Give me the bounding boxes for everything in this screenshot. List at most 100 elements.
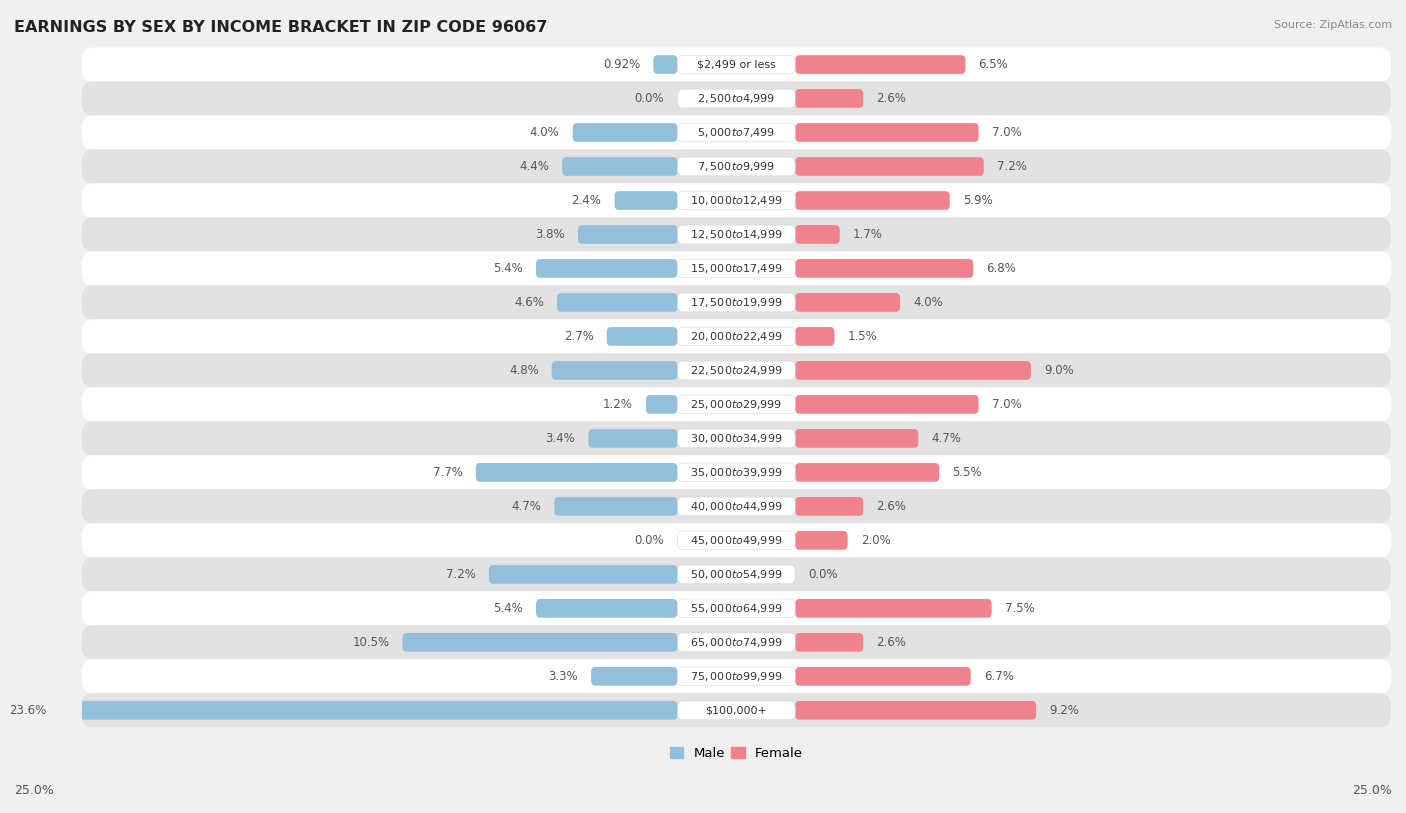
Text: 25.0%: 25.0% xyxy=(14,784,53,797)
FancyBboxPatch shape xyxy=(678,497,796,515)
FancyBboxPatch shape xyxy=(796,89,863,108)
Text: 7.2%: 7.2% xyxy=(446,567,475,580)
FancyBboxPatch shape xyxy=(796,599,991,618)
FancyBboxPatch shape xyxy=(678,429,796,448)
FancyBboxPatch shape xyxy=(572,123,678,141)
Text: 4.6%: 4.6% xyxy=(515,296,544,309)
Text: $55,000 to $64,999: $55,000 to $64,999 xyxy=(690,602,783,615)
Text: 7.5%: 7.5% xyxy=(1005,602,1035,615)
FancyBboxPatch shape xyxy=(796,191,950,210)
Text: $17,500 to $19,999: $17,500 to $19,999 xyxy=(690,296,783,309)
FancyBboxPatch shape xyxy=(678,667,796,685)
FancyBboxPatch shape xyxy=(678,531,796,550)
Text: 1.7%: 1.7% xyxy=(853,228,883,241)
FancyBboxPatch shape xyxy=(678,55,796,74)
FancyBboxPatch shape xyxy=(678,599,796,618)
FancyBboxPatch shape xyxy=(489,565,678,584)
FancyBboxPatch shape xyxy=(796,225,839,244)
Text: $12,500 to $14,999: $12,500 to $14,999 xyxy=(690,228,783,241)
FancyBboxPatch shape xyxy=(796,497,863,515)
FancyBboxPatch shape xyxy=(82,489,1391,524)
FancyBboxPatch shape xyxy=(678,565,796,584)
Text: $15,000 to $17,499: $15,000 to $17,499 xyxy=(690,262,783,275)
FancyBboxPatch shape xyxy=(82,388,1391,421)
FancyBboxPatch shape xyxy=(678,463,796,482)
Text: $50,000 to $54,999: $50,000 to $54,999 xyxy=(690,567,783,580)
FancyBboxPatch shape xyxy=(678,293,796,312)
FancyBboxPatch shape xyxy=(59,701,678,720)
Text: 6.7%: 6.7% xyxy=(984,670,1014,683)
FancyBboxPatch shape xyxy=(554,497,678,515)
FancyBboxPatch shape xyxy=(82,251,1391,285)
FancyBboxPatch shape xyxy=(796,157,984,176)
Text: EARNINGS BY SEX BY INCOME BRACKET IN ZIP CODE 96067: EARNINGS BY SEX BY INCOME BRACKET IN ZIP… xyxy=(14,20,547,35)
Text: 3.8%: 3.8% xyxy=(536,228,565,241)
Text: $65,000 to $74,999: $65,000 to $74,999 xyxy=(690,636,783,649)
Text: 5.5%: 5.5% xyxy=(952,466,981,479)
FancyBboxPatch shape xyxy=(678,225,796,244)
Text: 0.92%: 0.92% xyxy=(603,58,640,71)
FancyBboxPatch shape xyxy=(551,361,678,380)
FancyBboxPatch shape xyxy=(796,429,918,448)
FancyBboxPatch shape xyxy=(82,625,1391,659)
Text: $45,000 to $49,999: $45,000 to $49,999 xyxy=(690,534,783,547)
Text: 4.7%: 4.7% xyxy=(512,500,541,513)
FancyBboxPatch shape xyxy=(796,667,970,685)
FancyBboxPatch shape xyxy=(82,217,1391,251)
FancyBboxPatch shape xyxy=(614,191,678,210)
FancyBboxPatch shape xyxy=(536,599,678,618)
FancyBboxPatch shape xyxy=(82,115,1391,150)
FancyBboxPatch shape xyxy=(796,531,848,550)
FancyBboxPatch shape xyxy=(796,463,939,482)
Text: $22,500 to $24,999: $22,500 to $24,999 xyxy=(690,364,783,377)
FancyBboxPatch shape xyxy=(678,327,796,346)
Text: $100,000+: $100,000+ xyxy=(706,706,768,715)
FancyBboxPatch shape xyxy=(796,633,863,652)
FancyBboxPatch shape xyxy=(82,81,1391,115)
Text: 2.6%: 2.6% xyxy=(876,92,907,105)
FancyBboxPatch shape xyxy=(678,89,796,108)
FancyBboxPatch shape xyxy=(82,421,1391,455)
Text: $2,499 or less: $2,499 or less xyxy=(697,59,776,70)
Text: 0.0%: 0.0% xyxy=(808,567,838,580)
FancyBboxPatch shape xyxy=(82,285,1391,320)
Text: 6.8%: 6.8% xyxy=(987,262,1017,275)
FancyBboxPatch shape xyxy=(475,463,678,482)
FancyBboxPatch shape xyxy=(678,633,796,652)
Text: $20,000 to $22,499: $20,000 to $22,499 xyxy=(690,330,783,343)
FancyBboxPatch shape xyxy=(796,293,900,312)
FancyBboxPatch shape xyxy=(82,150,1391,184)
Text: 0.0%: 0.0% xyxy=(634,534,664,547)
Text: $10,000 to $12,499: $10,000 to $12,499 xyxy=(690,194,783,207)
Text: 1.2%: 1.2% xyxy=(603,398,633,411)
FancyBboxPatch shape xyxy=(588,429,678,448)
Text: 6.5%: 6.5% xyxy=(979,58,1008,71)
FancyBboxPatch shape xyxy=(82,693,1391,728)
Text: 2.6%: 2.6% xyxy=(876,500,907,513)
Text: 1.5%: 1.5% xyxy=(848,330,877,343)
FancyBboxPatch shape xyxy=(654,55,678,74)
FancyBboxPatch shape xyxy=(796,55,966,74)
Text: $30,000 to $34,999: $30,000 to $34,999 xyxy=(690,432,783,445)
FancyBboxPatch shape xyxy=(796,327,835,346)
FancyBboxPatch shape xyxy=(678,123,796,141)
Text: $7,500 to $9,999: $7,500 to $9,999 xyxy=(697,160,776,173)
FancyBboxPatch shape xyxy=(796,395,979,414)
Text: 2.0%: 2.0% xyxy=(860,534,890,547)
Text: 23.6%: 23.6% xyxy=(8,704,46,717)
Text: 4.4%: 4.4% xyxy=(519,160,550,173)
Text: 5.4%: 5.4% xyxy=(494,602,523,615)
FancyBboxPatch shape xyxy=(678,191,796,210)
FancyBboxPatch shape xyxy=(796,701,1036,720)
Text: $2,500 to $4,999: $2,500 to $4,999 xyxy=(697,92,776,105)
Text: 7.7%: 7.7% xyxy=(433,466,463,479)
Text: 9.0%: 9.0% xyxy=(1045,364,1074,377)
Text: 4.8%: 4.8% xyxy=(509,364,538,377)
FancyBboxPatch shape xyxy=(82,591,1391,625)
Text: 10.5%: 10.5% xyxy=(353,636,389,649)
Text: 2.7%: 2.7% xyxy=(564,330,593,343)
Text: 7.2%: 7.2% xyxy=(997,160,1026,173)
FancyBboxPatch shape xyxy=(557,293,678,312)
FancyBboxPatch shape xyxy=(678,259,796,278)
Text: 4.0%: 4.0% xyxy=(912,296,943,309)
